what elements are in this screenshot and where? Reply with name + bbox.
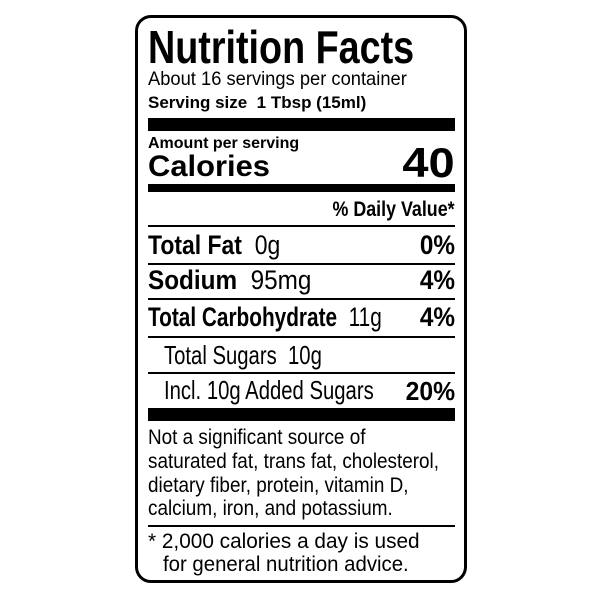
nutrient-name: Total Sugars bbox=[164, 340, 277, 370]
not-significant-line: dietary fiber, protein, vitamin D, bbox=[148, 474, 409, 497]
nutrient-row-total-sugars: Total Sugars 10g bbox=[164, 342, 322, 368]
serving-size: Serving size 1 Tbsp (15ml) bbox=[148, 94, 366, 111]
divider bbox=[148, 525, 455, 527]
nutrient-row-added-sugars: Incl. 10g Added Sugars bbox=[164, 375, 374, 405]
servings-per-container: About 16 servings per container bbox=[148, 68, 407, 90]
serving-size-label: Serving size bbox=[148, 93, 248, 112]
medium-divider bbox=[148, 184, 455, 192]
nutrient-dv: 4% bbox=[419, 265, 455, 295]
not-significant-line: saturated fat, trans fat, cholesterol, bbox=[148, 450, 440, 473]
nutrient-row-total-carbohydrate: Total Carbohydrate 11g bbox=[148, 304, 382, 331]
nutrient-dv: 0% bbox=[419, 230, 455, 260]
footnote-line: * 2,000 calories a day is used bbox=[148, 530, 420, 553]
amount-per-serving: Amount per serving bbox=[148, 135, 300, 152]
divider bbox=[148, 298, 455, 300]
divider bbox=[148, 372, 455, 374]
calories-label: Calories bbox=[148, 150, 270, 183]
divider bbox=[148, 336, 455, 338]
divider bbox=[148, 263, 455, 265]
nutrient-amount: 11g bbox=[348, 302, 382, 332]
nutrient-row-total-fat: Total Fat 0g bbox=[148, 232, 280, 259]
nutrient-name: Total Fat bbox=[148, 230, 242, 260]
not-significant-line: Not a significant source of bbox=[148, 426, 366, 449]
daily-value-header: % Daily Value* bbox=[332, 198, 455, 221]
nutrient-row-sodium: Sodium 95mg bbox=[148, 267, 311, 294]
nutrient-name: Total Carbohydrate bbox=[148, 302, 338, 332]
nutrient-amount: 10g bbox=[288, 340, 322, 370]
nutrient-name: Sodium bbox=[148, 265, 238, 295]
nutrient-dv: 4% bbox=[419, 302, 455, 332]
serving-size-value: 1 Tbsp (15ml) bbox=[256, 93, 367, 112]
not-significant-line: calcium, iron, and potassium. bbox=[148, 497, 393, 520]
footnote-line: for general nutrition advice. bbox=[163, 553, 409, 576]
divider bbox=[148, 225, 455, 227]
nutrient-amount: 0g bbox=[254, 230, 281, 260]
calories-value: 40 bbox=[402, 139, 455, 186]
thick-divider bbox=[148, 408, 455, 421]
nutrition-label bbox=[135, 15, 467, 583]
nutrient-amount: 95mg bbox=[250, 265, 312, 295]
nutrient-dv: 20% bbox=[405, 376, 455, 406]
title: Nutrition Facts bbox=[148, 21, 415, 73]
thick-divider bbox=[148, 118, 455, 131]
